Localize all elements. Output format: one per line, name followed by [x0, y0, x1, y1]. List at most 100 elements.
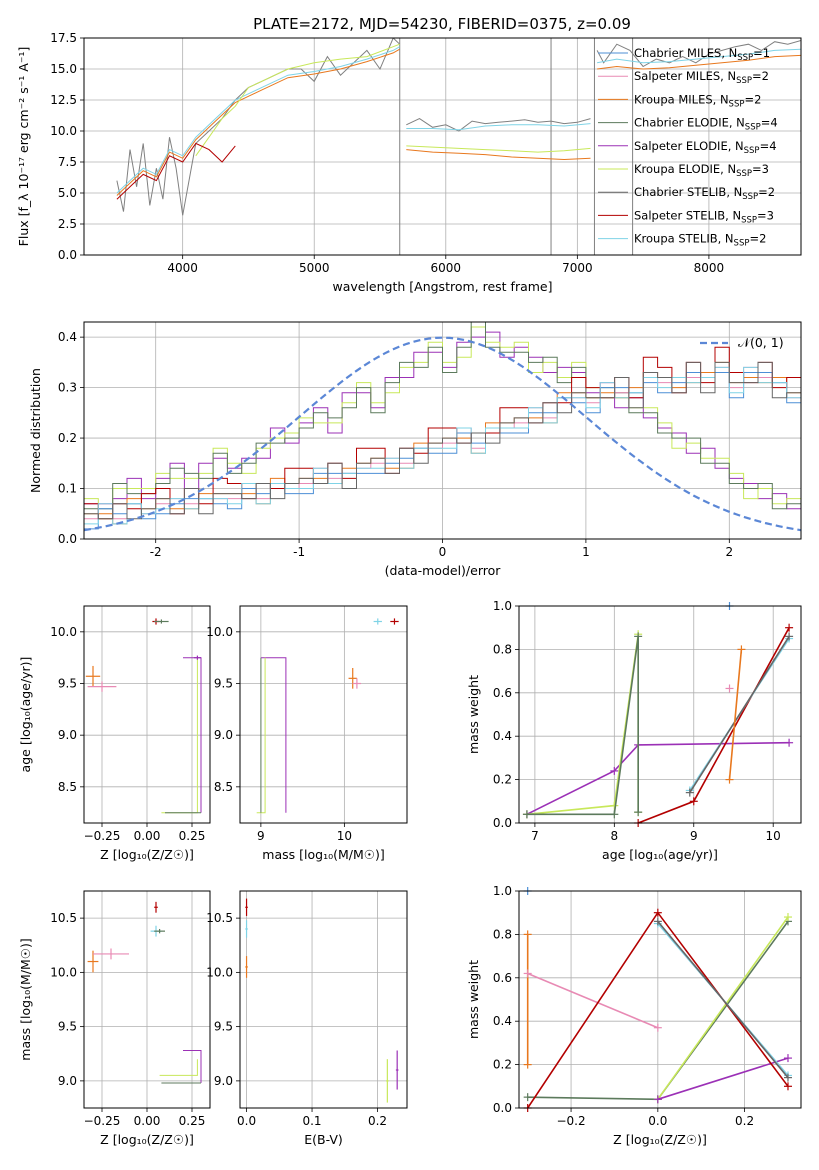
tick-label-x: 10	[337, 829, 352, 843]
tick-label-y: 1.0	[493, 884, 512, 898]
tick-label-x: 0	[439, 545, 447, 559]
tick-label-x: 0.25	[179, 1114, 206, 1128]
tick-label-y: 0.4	[493, 1014, 512, 1028]
x-axis-label: mass [log₁₀(M/M☉)]	[262, 847, 384, 862]
legend-label: Kroupa STELIB, NSSP=2	[634, 232, 766, 249]
weight-line	[637, 627, 790, 823]
spectrum-line	[195, 43, 400, 157]
tick-label-y: 9.0	[58, 1074, 77, 1088]
tick-label-y: 0.0	[58, 532, 77, 546]
tick-label-x: 2	[725, 545, 733, 559]
tick-label-x: 10	[766, 829, 781, 843]
z-mass-panel: −0.25 0.00 0.25 9.0 9.5 10.0 10.5 Z [log₁₀(Z/Z☉…	[18, 890, 211, 1147]
tick-label-y: 0.2	[493, 773, 512, 787]
tick-label-y: 9.0	[58, 728, 77, 742]
legend-label: Kroupa MILES, NSSP=2	[634, 92, 761, 109]
tick-label-x: 8000	[694, 261, 725, 275]
tick-label-y: 2.5	[58, 217, 77, 231]
step-line	[256, 657, 266, 814]
z-weight-panel: −0.2 0.0 0.2 0.0 0.2 0.4 0.6 0.8 1.0 Z [log₁₀(Z/Z…	[466, 884, 802, 1147]
legend-tail: =2	[758, 185, 775, 199]
tick-label-y: 10.0	[50, 124, 77, 138]
tick-label-y: 10.0	[50, 625, 77, 639]
legend-subscript: SSP	[742, 192, 758, 202]
tick-label-x: 7000	[562, 261, 593, 275]
tick-label-x: 0.00	[134, 829, 161, 843]
tick-label-y: 10.0	[206, 625, 233, 639]
tick-label-y: 0.0	[58, 248, 77, 262]
spectrum-line	[116, 46, 400, 194]
tick-label-y: 0.0	[493, 1101, 512, 1115]
x-axis-label: (data-model)/error	[385, 563, 502, 578]
tick-label-y: 8.5	[214, 780, 233, 794]
axes-frame	[83, 321, 802, 540]
legend-tail: =4	[760, 139, 777, 153]
tick-label-y: 0.4	[493, 729, 512, 743]
legend-label: Salpeter MILES, NSSP=2	[634, 69, 769, 86]
y-axis-label: mass weight	[466, 675, 481, 754]
tick-label-y: 0.2	[493, 1058, 512, 1072]
step-line	[260, 657, 287, 813]
legend-tail: =2	[749, 232, 766, 246]
spectrum-panel: 4000 5000 6000 7000 8000 0.0 2.5 5.0 7.5 10.0 12.5…	[16, 31, 802, 294]
tick-label-y: 17.5	[50, 31, 77, 45]
weight-line	[657, 1057, 789, 1101]
weight-line	[657, 916, 789, 1100]
legend-label: Chabrier MILES, NSSP=1	[634, 46, 770, 63]
x-axis-label: Z [log₁₀(Z/Z☉)]	[100, 847, 194, 862]
legend-label: Kroupa ELODIE, NSSP=3	[634, 162, 769, 179]
legend-subscript: SSP	[741, 215, 757, 225]
tick-label-y: 0.8	[493, 927, 512, 941]
tick-label-x: 0.25	[179, 829, 206, 843]
tick-label-y: 9.0	[214, 1074, 233, 1088]
tick-label-y: 1.0	[493, 599, 512, 613]
spectrum-line	[406, 149, 591, 161]
y-axis-label: mass [log₁₀(M/M☉)]	[18, 938, 33, 1060]
axes-frame	[83, 605, 211, 824]
tick-label-x: 0.2	[368, 1114, 387, 1128]
axes-frame	[83, 890, 211, 1109]
tick-label-x: 8	[611, 829, 619, 843]
legend-subscript: SSP	[744, 146, 760, 156]
spectrum-line	[406, 118, 591, 132]
tick-label-x: -1	[293, 545, 305, 559]
histogram-step	[84, 331, 801, 510]
spectrum-line	[597, 48, 801, 64]
tick-label-x: 6000	[431, 261, 462, 275]
legend-label: Salpeter ELODIE, NSSP=4	[634, 139, 777, 156]
axes-frame	[83, 37, 802, 256]
tick-label-y: 10.0	[50, 965, 77, 979]
y-axis-label: Normed distribution	[28, 368, 43, 493]
histogram-step	[84, 361, 801, 520]
tick-label-x: 9	[257, 829, 265, 843]
legend-subscript: SSP	[729, 99, 745, 109]
legend-tail: =3	[752, 162, 769, 176]
weight-line	[689, 635, 790, 794]
tick-label-y: 15.0	[50, 62, 77, 76]
y-axis-label: Flux [f_λ 10⁻¹⁷ erg cm⁻² s⁻¹ A⁻¹]	[16, 47, 31, 247]
tick-label-y: 0.6	[493, 686, 512, 700]
spectrum-line	[597, 54, 801, 70]
spectrum-line	[406, 145, 591, 153]
histogram-step	[84, 322, 801, 510]
legend-subscript: SSP	[736, 169, 752, 179]
axes-frame	[518, 890, 802, 1109]
legend-tail: =1	[753, 46, 770, 60]
tick-label-x: 9	[690, 829, 698, 843]
tick-label-x: 0.1	[302, 1114, 321, 1128]
tick-label-y: 0.8	[493, 642, 512, 656]
y-axis-label: mass weight	[466, 960, 481, 1039]
tick-label-y: 10.0	[206, 965, 233, 979]
tick-label-x: -2	[150, 545, 162, 559]
weight-line	[728, 649, 743, 780]
legend-tail: =2	[752, 69, 769, 83]
tick-label-y: 5.0	[58, 186, 77, 200]
tick-label-y: 0.3	[58, 381, 77, 395]
x-axis-label: Z [log₁₀(Z/Z☉)]	[613, 1132, 707, 1147]
y-axis-label: age [log₁₀(age/yr)]	[18, 657, 33, 773]
tick-label-x: 4000	[167, 261, 198, 275]
z-age-panel: −0.25 0.00 0.25 8.5 9.0 9.5 10.0 Z [log₁₀(Z/Z☉)…	[18, 605, 211, 862]
axes-frame	[239, 605, 408, 824]
tick-label-x: 5000	[299, 261, 330, 275]
